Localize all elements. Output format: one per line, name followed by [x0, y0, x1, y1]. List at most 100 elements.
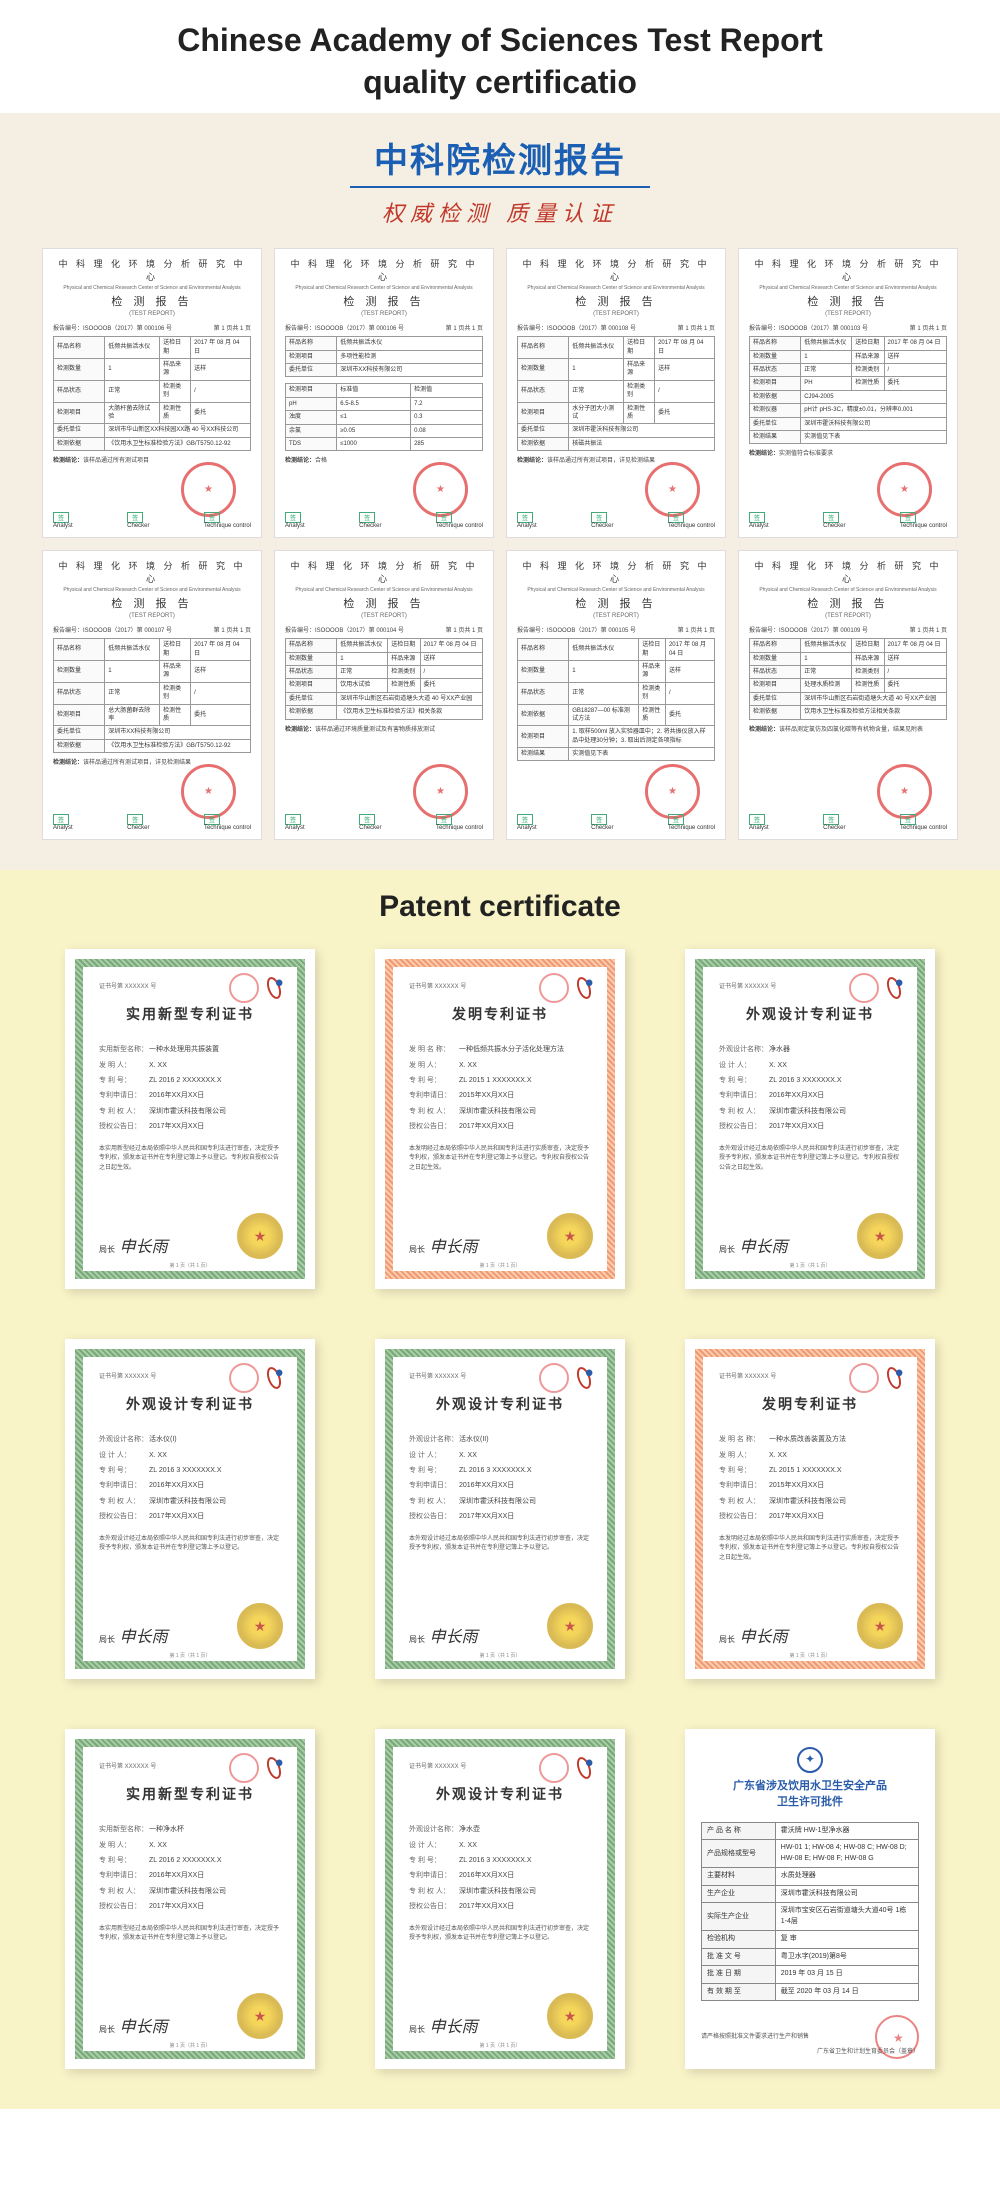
gold-seal-icon — [547, 1603, 593, 1649]
report-org-en: Physical and Chemical Research Center of… — [285, 285, 483, 291]
report-org-en: Physical and Chemical Research Center of… — [749, 285, 947, 291]
red-stamp-icon — [539, 1753, 569, 1783]
patent-signature: 局长 申长雨 — [409, 1233, 477, 1257]
section2: Patent certificate 证书号第 XXXXXX 号 实用新型专利证… — [0, 870, 1000, 2109]
test-report-card: 中 科 理 化 环 境 分 析 研 究 中 心 Physical and Che… — [506, 248, 726, 538]
report-meta: 报告编号：ISOOOOB（2017）第 000103 号 第 1 页共 1 页 — [749, 323, 947, 332]
test-report-card: 中 科 理 化 环 境 分 析 研 究 中 心 Physical and Che… — [42, 550, 262, 840]
red-stamp-icon — [229, 1363, 259, 1393]
patent-logo-icon — [261, 1365, 287, 1391]
patent-logo-icon — [881, 975, 907, 1001]
report-title: 检 测 报 告 — [749, 293, 947, 309]
report-org: 中 科 理 化 环 境 分 析 研 究 中 心 — [517, 559, 715, 585]
report-table: 样品名称低频共振活水仪送检日期2017 年 08 月 04 日检测数量1样品来源… — [53, 638, 251, 753]
patent-desc: 本外观设计经过本局依照中华人民共和国专利法进行初步审查，决定授予专利权，颁发本证… — [719, 1145, 901, 1174]
report-data-table: 检测项目标准值检测值pH6.5-8.57.2浊度≤10.3余氯≥0.050.08… — [285, 383, 483, 451]
patent-signature: 局长 申长雨 — [719, 1233, 787, 1257]
patent-border: 证书号第 XXXXXX 号 实用新型专利证书 实用新型名称：一种净水杯发 明 人… — [75, 1739, 305, 2059]
report-org-en: Physical and Chemical Research Center of… — [517, 587, 715, 593]
patent-logo-icon — [571, 1365, 597, 1391]
license-card: 广东省涉及饮用水卫生安全产品卫生许可批件 产 品 名 称霍沃牌 HW-1型净水器… — [685, 1729, 935, 2069]
patent-border: 证书号第 XXXXXX 号 外观设计专利证书 外观设计名称：活水仪(I)设 计 … — [75, 1349, 305, 1669]
cn-title: 中科院检测报告 — [30, 133, 970, 182]
test-report-card: 中 科 理 化 环 境 分 析 研 究 中 心 Physical and Che… — [274, 550, 494, 840]
gold-seal-icon — [547, 1213, 593, 1259]
patent-card: 证书号第 XXXXXX 号 外观设计专利证书 外观设计名称：净水器设 计 人：X… — [685, 949, 935, 1289]
patent-page-footer: 第 1 页（共 1 页） — [83, 1262, 297, 1269]
report-result: 检测结论：该样品通过环境质量测试及有害物质排放测试 — [285, 726, 483, 735]
patent-fields: 发 明 名 称：一种水质改善装置及方法发 明 人：X. XX专 利 号：ZL 2… — [719, 1432, 901, 1524]
report-result: 检测结论：该样品测定氯仿及四氯化碳等有机物含量，结果见附表 — [749, 726, 947, 735]
report-org: 中 科 理 化 环 境 分 析 研 究 中 心 — [53, 257, 251, 283]
red-stamp-icon: ★ — [877, 764, 932, 819]
report-meta: 报告编号：ISOOOOB（2017）第 000106 号 第 1 页共 1 页 — [285, 323, 483, 332]
patent-logo-icon — [881, 1365, 907, 1391]
report-meta: 报告编号：ISOOOOB（2017）第 000108 号 第 1 页共 1 页 — [517, 323, 715, 332]
report-title-en: (TEST REPORT) — [285, 311, 483, 317]
report-title-en: (TEST REPORT) — [517, 613, 715, 619]
report-org: 中 科 理 化 环 境 分 析 研 究 中 心 — [285, 559, 483, 585]
report-meta: 报告编号：ISOOOOB（2017）第 000106 号 第 1 页共 1 页 — [53, 323, 251, 332]
patent-card: 证书号第 XXXXXX 号 外观设计专利证书 外观设计名称：活水仪(II)设 计… — [375, 1339, 625, 1679]
reports-grid: 中 科 理 化 环 境 分 析 研 究 中 心 Physical and Che… — [30, 248, 970, 840]
patent-border: 证书号第 XXXXXX 号 外观设计专利证书 外观设计名称：净水器设 计 人：X… — [695, 959, 925, 1279]
patent-signature: 局长 申长雨 — [99, 1233, 167, 1257]
patent-signature: 局长 申长雨 — [99, 2013, 167, 2037]
report-org: 中 科 理 化 环 境 分 析 研 究 中 心 — [749, 257, 947, 283]
patent-desc: 本外观设计经过本局依照中华人民共和国专利法进行初步审查，决定授予专利权，颁发本证… — [409, 1535, 591, 1554]
report-org: 中 科 理 化 环 境 分 析 研 究 中 心 — [749, 559, 947, 585]
patent-fields: 外观设计名称：活水仪(I)设 计 人：X. XX专 利 号：ZL 2016 3 … — [99, 1432, 281, 1524]
patent-desc: 本发明经过本局依照中华人民共和国专利法进行实质审查，决定授予专利权，颁发本证书并… — [719, 1535, 901, 1564]
patent-type-title: 实用新型专利证书 — [99, 1004, 281, 1024]
report-result: 检测结论：实测值符合标准要求 — [749, 450, 947, 459]
patent-signature: 局长 申长雨 — [99, 1623, 167, 1647]
gold-seal-icon — [547, 1993, 593, 2039]
report-table: 样品名称低频共振活水仪检测项目多项性能检测委托单位深圳市XX科技有限公司 — [285, 336, 483, 377]
gold-seal-icon — [237, 1603, 283, 1649]
red-stamp-icon: ★ — [181, 462, 236, 517]
report-footer: 签Analyst 签Checker 签Technique control — [749, 814, 947, 831]
report-meta: 报告编号：ISOOOOB（2017）第 000109 号 第 1 页共 1 页 — [749, 625, 947, 634]
cn-underline — [350, 186, 650, 188]
red-stamp-icon: ★ — [877, 462, 932, 517]
patent-type-title: 外观设计专利证书 — [99, 1394, 281, 1414]
report-title: 检 测 报 告 — [517, 595, 715, 611]
red-stamp-icon: ★ — [645, 764, 700, 819]
red-stamp-icon — [229, 973, 259, 1003]
patent-fields: 发 明 名 称：一种低频共振水分子活化处理方法发 明 人：X. XX专 利 号：… — [409, 1042, 591, 1134]
cn-subtitle: 权威检测 质量认证 — [30, 196, 970, 228]
patent-signature: 局长 申长雨 — [409, 1623, 477, 1647]
patent-card: 证书号第 XXXXXX 号 外观设计专利证书 外观设计名称：活水仪(I)设 计 … — [65, 1339, 315, 1679]
gold-seal-icon — [857, 1603, 903, 1649]
patent-signature: 局长 申长雨 — [409, 2013, 477, 2037]
patent-desc: 本外观设计经过本局依照中华人民共和国专利法进行初步审查，决定授予专利权，颁发本证… — [409, 1925, 591, 1944]
patent-card: 证书号第 XXXXXX 号 发明专利证书 发 明 名 称：一种水质改善装置及方法… — [685, 1339, 935, 1679]
red-stamp-icon: ★ — [645, 462, 700, 517]
report-footer: 签Analyst 签Checker 签Technique control — [53, 814, 251, 831]
report-org: 中 科 理 化 环 境 分 析 研 究 中 心 — [285, 257, 483, 283]
red-stamp-icon: ★ — [181, 764, 236, 819]
red-stamp-icon — [539, 973, 569, 1003]
patent-page-footer: 第 1 页（共 1 页） — [83, 2042, 297, 2049]
report-title: 检 测 报 告 — [53, 293, 251, 309]
gold-seal-icon — [237, 1993, 283, 2039]
report-title: 检 测 报 告 — [749, 595, 947, 611]
report-org: 中 科 理 化 环 境 分 析 研 究 中 心 — [53, 559, 251, 585]
patent-fields: 外观设计名称：净水器设 计 人：X. XX专 利 号：ZL 2016 3 XXX… — [719, 1042, 901, 1134]
patent-card: 证书号第 XXXXXX 号 外观设计专利证书 外观设计名称：净水壶设 计 人：X… — [375, 1729, 625, 2069]
report-footer: 签Analyst 签Checker 签Technique control — [517, 814, 715, 831]
section1-body: 中科院检测报告 权威检测 质量认证 中 科 理 化 环 境 分 析 研 究 中 … — [0, 113, 1000, 870]
patent-logo-icon — [571, 1755, 597, 1781]
test-report-card: 中 科 理 化 环 境 分 析 研 究 中 心 Physical and Che… — [506, 550, 726, 840]
section1-header: Chinese Academy of Sciences Test Report … — [0, 0, 1000, 113]
patent-card: 证书号第 XXXXXX 号 实用新型专利证书 实用新型名称：一种净水杯发 明 人… — [65, 1729, 315, 2069]
report-footer: 签Analyst 签Checker 签Technique control — [53, 512, 251, 529]
section2-title: Patent certificate — [40, 890, 960, 924]
report-title-en: (TEST REPORT) — [749, 613, 947, 619]
patent-fields: 外观设计名称：净水壶设 计 人：X. XX专 利 号：ZL 2016 3 XXX… — [409, 1822, 591, 1914]
report-meta: 报告编号：ISOOOOB（2017）第 000107 号 第 1 页共 1 页 — [53, 625, 251, 634]
gold-seal-icon — [857, 1213, 903, 1259]
report-title-en: (TEST REPORT) — [53, 613, 251, 619]
report-footer: 签Analyst 签Checker 签Technique control — [517, 512, 715, 529]
report-table: 样品名称低频共振活水仪送检日期2017 年 08 月 04 日检测数量1样品来源… — [53, 336, 251, 451]
